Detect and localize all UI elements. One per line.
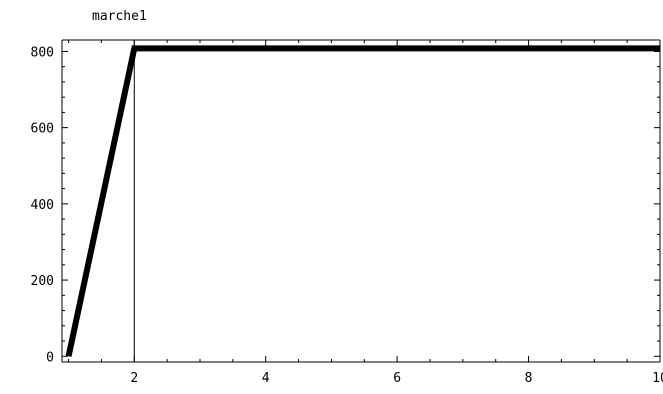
x-tick-label: 2	[130, 371, 138, 386]
y-tick-label: 600	[31, 122, 54, 137]
chart-title: marche1	[92, 9, 147, 24]
y-tick-label: 0	[46, 350, 54, 365]
y-ticks: 0 200 400 600 800	[31, 45, 660, 365]
x-tick-label: 10	[652, 371, 663, 386]
x-ticks: 2 4 6 8 10	[68, 40, 663, 386]
y-tick-label: 200	[31, 274, 54, 289]
y-tick-label: 800	[31, 45, 54, 60]
x-tick-label: 4	[262, 371, 270, 386]
x-tick-label: 8	[525, 371, 533, 386]
x-tick-label: 6	[393, 371, 401, 386]
series	[65, 45, 660, 357]
series-line	[65, 45, 660, 357]
y-tick-label: 400	[31, 198, 54, 213]
axes	[61, 39, 661, 363]
